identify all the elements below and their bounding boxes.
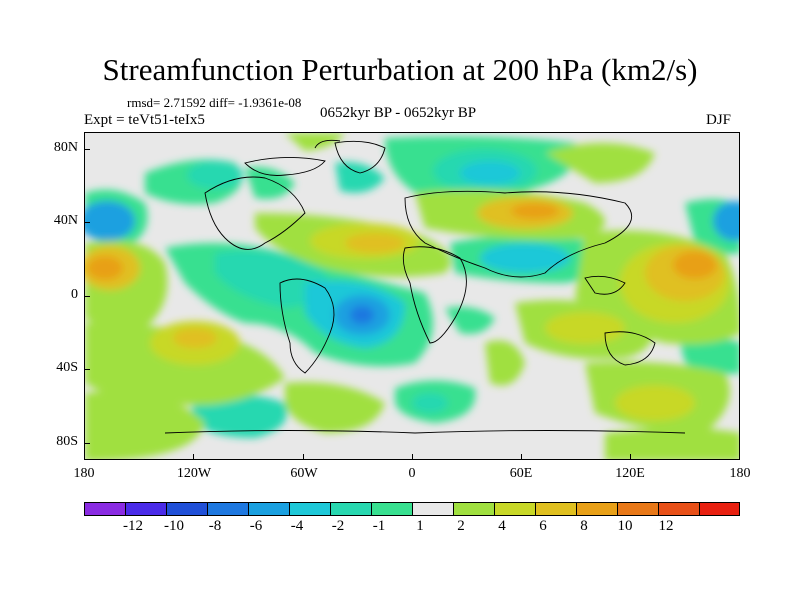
colorbar-label: 12 xyxy=(658,518,674,534)
x-tick-label: 60E xyxy=(509,466,533,481)
coastlines xyxy=(164,139,686,434)
season-label: DJF xyxy=(706,112,732,128)
colorbar-label: -10 xyxy=(164,518,184,534)
colorbar-swatch xyxy=(699,502,740,516)
colorbar-label: 10 xyxy=(617,518,633,534)
x-tick-label: 180 xyxy=(73,466,95,481)
x-tick-mark xyxy=(521,454,522,460)
colorbar-swatch xyxy=(84,502,125,516)
x-tick-mark xyxy=(303,454,304,460)
colorbar-swatch xyxy=(125,502,166,516)
plot-title: Streamfunction Perturbation at 200 hPa (… xyxy=(102,52,698,87)
x-tick-mark xyxy=(193,454,194,460)
colorbar-swatch xyxy=(289,502,330,516)
colorbar-label: -1 xyxy=(372,518,386,534)
y-tick-mark xyxy=(84,222,90,223)
colorbar-label: -8 xyxy=(208,518,222,534)
colorbar-label: 8 xyxy=(580,518,588,534)
colorbar-swatch xyxy=(494,502,535,516)
colorbar-label: -2 xyxy=(331,518,345,534)
colorbar xyxy=(84,502,740,516)
colorbar-label: 2 xyxy=(457,518,465,534)
x-tick-label: 180 xyxy=(729,466,751,481)
x-tick-label: 60W xyxy=(290,466,318,481)
x-tick-mark xyxy=(630,454,631,460)
y-tick-mark xyxy=(84,149,90,150)
y-tick-label: 40N xyxy=(53,213,78,228)
colorbar-swatch xyxy=(248,502,289,516)
colorbar-swatch xyxy=(535,502,576,516)
y-tick-label: 80N xyxy=(53,140,78,155)
colorbar-label: -12 xyxy=(123,518,143,534)
colorbar-swatch xyxy=(330,502,371,516)
y-tick-label: 0 xyxy=(71,287,78,302)
colorbar-label: -6 xyxy=(249,518,263,534)
experiment-label: Expt = teVt51-teIx5 xyxy=(84,112,205,128)
colorbar-swatch xyxy=(453,502,494,516)
colorbar-swatch xyxy=(412,502,453,516)
y-tick-label: 40S xyxy=(56,360,78,375)
x-tick-label: 120W xyxy=(176,466,212,481)
colorbar-swatch xyxy=(576,502,617,516)
colorbar-swatch xyxy=(166,502,207,516)
y-tick-mark xyxy=(84,296,90,297)
x-tick-mark xyxy=(412,454,413,460)
colorbar-swatch xyxy=(658,502,699,516)
field-fill xyxy=(85,133,739,459)
y-tick-mark xyxy=(84,443,90,444)
y-tick-label: 80S xyxy=(56,434,78,449)
colorbar-swatch xyxy=(617,502,658,516)
colorbar-label: 6 xyxy=(539,518,547,534)
map-plot-area xyxy=(84,132,740,460)
period-label: 0652kyr BP - 0652kyr BP xyxy=(320,105,477,121)
stats-label: rmsd= 2.71592 diff= -1.9361e-08 xyxy=(127,95,302,110)
colorbar-label: -4 xyxy=(290,518,304,534)
x-tick-label: 120E xyxy=(615,466,645,481)
y-tick-mark xyxy=(84,369,90,370)
colorbar-swatch xyxy=(207,502,248,516)
colorbar-label: 4 xyxy=(498,518,506,534)
x-tick-label: 0 xyxy=(408,466,416,481)
colorbar-swatch xyxy=(371,502,412,516)
colorbar-label: 1 xyxy=(416,518,424,534)
contour-map xyxy=(85,133,739,459)
